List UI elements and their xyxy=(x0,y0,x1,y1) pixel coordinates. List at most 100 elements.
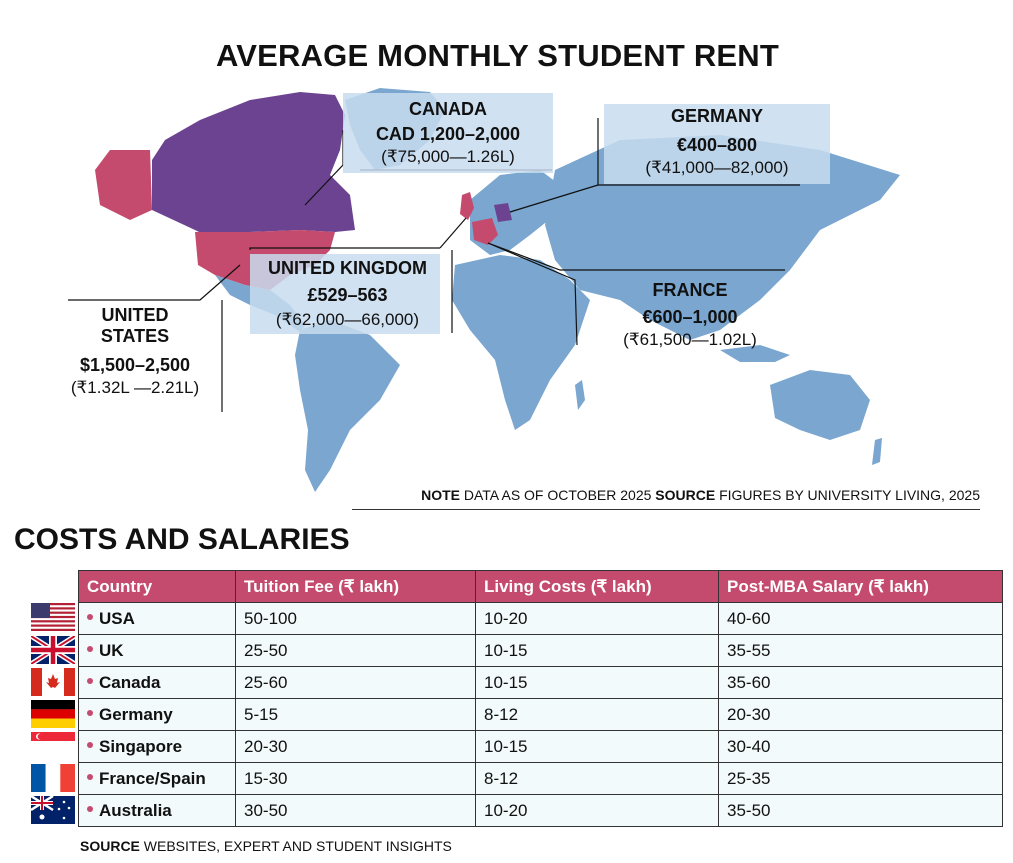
living-cell: 10-15 xyxy=(475,730,719,763)
canada-callout: CANADA CAD 1,200–2,000 (₹75,000—1.26L) xyxy=(343,99,553,167)
africa-region xyxy=(452,255,590,430)
us-flag-icon xyxy=(31,603,75,631)
map-source-text: FIGURES BY UNIVERSITY LIVING, 2025 xyxy=(719,487,980,503)
germany-flag-icon xyxy=(31,700,75,728)
table-row: UK 25-50 10-15 35-55 xyxy=(78,634,1003,667)
salary-cell: 35-60 xyxy=(718,666,1003,699)
madagascar-region xyxy=(575,380,585,410)
germany-rent: €400–800 xyxy=(676,135,758,155)
table-row: Germany 5-15 8-12 20-30 xyxy=(78,698,1003,731)
usa-rent-inr: (₹1.32L —2.21L) xyxy=(70,378,200,397)
bullet-icon xyxy=(87,678,93,685)
bullet-icon xyxy=(87,774,93,781)
table-row: Australia 30-50 10-20 35-50 xyxy=(78,794,1003,827)
germany-rent-inr: (₹41,000—82,000) xyxy=(645,158,789,177)
new-zealand-region xyxy=(872,438,882,465)
germany-label: GERMANY xyxy=(670,106,763,126)
country-cell: Canada xyxy=(78,666,236,699)
living-cell: 8-12 xyxy=(475,698,719,731)
usa-label-line2: STATES xyxy=(100,326,170,346)
header-living: Living Costs (₹ lakh) xyxy=(475,570,719,603)
bullet-icon xyxy=(87,806,93,813)
salary-cell: 30-40 xyxy=(718,730,1003,763)
uk-label: UNITED KINGDOM xyxy=(268,258,427,278)
france-rent: €600–1,000 xyxy=(642,307,738,327)
france-region xyxy=(472,218,498,245)
tuition-cell: 30-50 xyxy=(235,794,476,827)
uk-rent: £529–563 xyxy=(307,285,388,305)
salary-cell: 20-30 xyxy=(718,698,1003,731)
salary-cell: 35-55 xyxy=(718,634,1003,667)
country-cell: Singapore xyxy=(78,730,236,763)
country-cell: USA xyxy=(78,602,236,635)
header-country: Country xyxy=(78,570,236,603)
bullet-icon xyxy=(87,742,93,749)
table-source-text: WEBSITES, EXPERT AND STUDENT INSIGHTS xyxy=(143,838,452,854)
header-salary: Post-MBA Salary (₹ lakh) xyxy=(718,570,1003,603)
australia-region xyxy=(770,370,870,440)
france-rent-inr: (₹61,500—1.02L) xyxy=(623,330,757,349)
australia-flag-icon xyxy=(31,796,75,824)
costs-table: Country Tuition Fee (₹ lakh) Living Cost… xyxy=(78,570,1003,827)
bullet-icon xyxy=(87,710,93,717)
map-title: AVERAGE MONTHLY STUDENT RENT xyxy=(215,38,780,73)
country-cell: France/Spain xyxy=(78,762,236,795)
canada-flag-icon xyxy=(31,668,75,696)
note-label: NOTE xyxy=(421,487,460,503)
map-source-label: SOURCE xyxy=(655,487,716,503)
country-cell: Australia xyxy=(78,794,236,827)
table-source-label: SOURCE xyxy=(80,838,140,854)
alaska-region xyxy=(95,150,152,220)
living-cell: 10-20 xyxy=(475,794,719,827)
bullet-icon xyxy=(87,646,93,653)
uk-region xyxy=(460,192,474,220)
header-tuition: Tuition Fee (₹ lakh) xyxy=(235,570,476,603)
asia-region xyxy=(545,135,900,340)
canada-rent-inr: (₹75,000—1.26L) xyxy=(381,147,515,166)
tuition-cell: 15-30 xyxy=(235,762,476,795)
salary-cell: 35-50 xyxy=(718,794,1003,827)
living-cell: 8-12 xyxy=(475,762,719,795)
uk-flag-icon xyxy=(31,636,75,664)
table-row: France/Spain 15-30 8-12 25-35 xyxy=(78,762,1003,795)
country-cell: UK xyxy=(78,634,236,667)
south-america-region xyxy=(295,320,400,492)
tuition-cell: 5-15 xyxy=(235,698,476,731)
note-text: DATA AS OF OCTOBER 2025 xyxy=(463,487,652,503)
tuition-cell: 25-60 xyxy=(235,666,476,699)
uk-callout: UNITED KINGDOM £529–563 (₹62,000—66,000) xyxy=(240,258,455,330)
table-row: USA 50-100 10-20 40-60 xyxy=(78,602,1003,635)
france-label: FRANCE xyxy=(652,280,728,300)
living-cell: 10-15 xyxy=(475,634,719,667)
table-source: SOURCE WEBSITES, EXPERT AND STUDENT INSI… xyxy=(80,838,452,854)
usa-label-line1: UNITED xyxy=(101,305,169,325)
uk-rent-inr: (₹62,000—66,000) xyxy=(275,310,420,329)
canada-callout-bg xyxy=(343,93,553,173)
singapore-flag-icon xyxy=(31,732,75,750)
salary-cell: 40-60 xyxy=(718,602,1003,635)
living-cell: 10-15 xyxy=(475,666,719,699)
germany-callout: GERMANY €400–800 (₹41,000—82,000) xyxy=(604,106,830,178)
uk-callout-bg xyxy=(250,254,440,334)
tuition-cell: 50-100 xyxy=(235,602,476,635)
table-row: Singapore 20-30 10-15 30-40 xyxy=(78,730,1003,763)
france-callout: FRANCE €600–1,000 (₹61,500—1.02L) xyxy=(600,280,780,350)
living-cell: 10-20 xyxy=(475,602,719,635)
salary-cell: 25-35 xyxy=(718,762,1003,795)
canada-region xyxy=(152,92,355,235)
canada-rent: CAD 1,200–2,000 xyxy=(375,124,521,144)
world-map xyxy=(68,88,900,492)
table-header-row: Country Tuition Fee (₹ lakh) Living Cost… xyxy=(78,570,1003,603)
indonesia-region xyxy=(720,345,790,362)
divider xyxy=(352,509,980,510)
tuition-cell: 20-30 xyxy=(235,730,476,763)
country-cell: Germany xyxy=(78,698,236,731)
france-flag-icon xyxy=(31,764,75,792)
germany-callout-bg xyxy=(604,104,830,184)
usa-callout: UNITED STATES $1,500–2,500 (₹1.32L —2.21… xyxy=(50,305,220,398)
bullet-icon xyxy=(87,614,93,621)
costs-title: COSTS AND SALARIES xyxy=(14,523,350,556)
canada-label: CANADA xyxy=(409,99,487,119)
table-row: Canada 25-60 10-15 35-60 xyxy=(78,666,1003,699)
germany-region xyxy=(494,203,512,222)
